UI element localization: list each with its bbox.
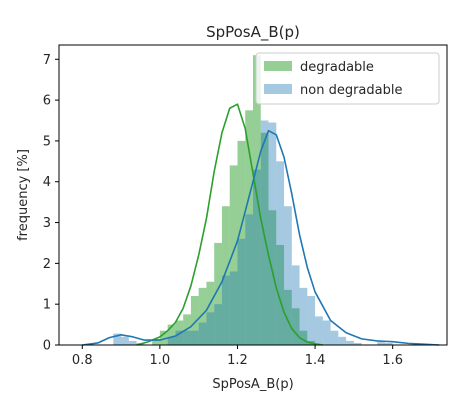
y-tick-label: 0 xyxy=(43,339,51,354)
kde-line-degradable xyxy=(136,103,323,346)
legend-swatch-non-degradable xyxy=(264,84,292,94)
bar-degradable-0 xyxy=(152,338,160,345)
bar-degradable-2 xyxy=(167,324,176,345)
bar-non-degradable-29 xyxy=(377,342,385,345)
bar-non-degradable-20 xyxy=(291,265,300,345)
bar-non-degradable-28 xyxy=(353,342,362,345)
bar-degradable-16 xyxy=(276,245,285,345)
bar-non-degradable-9 xyxy=(206,312,215,345)
x-tick-label: 1.0 xyxy=(150,353,171,368)
y-tick-label: 7 xyxy=(43,53,51,68)
bar-degradable-17 xyxy=(284,289,292,345)
y-axis-label: frequency [%] xyxy=(16,149,31,241)
bar-degradable-7 xyxy=(206,281,215,345)
bar-non-degradable-15 xyxy=(253,169,261,345)
x-tick-label: 0.8 xyxy=(72,353,93,368)
y-tick-label: 3 xyxy=(43,216,51,231)
bar-non-degradable-8 xyxy=(198,322,207,345)
kde-line-non-degradable xyxy=(82,129,440,346)
bar-non-degradable-22 xyxy=(307,296,316,345)
bar-non-degradable-24 xyxy=(322,320,331,345)
bar-non-degradable-7 xyxy=(190,330,199,345)
x-tick-label: 1.2 xyxy=(227,353,248,368)
bar-non-degradable-14 xyxy=(245,214,253,345)
bar-degradable-6 xyxy=(198,287,207,345)
bar-non-degradable-5 xyxy=(175,330,184,345)
bar-degradable-8 xyxy=(214,242,222,345)
y-tick-label: 5 xyxy=(43,134,51,149)
x-tick-label: 1.6 xyxy=(382,353,403,368)
bar-non-degradable-4 xyxy=(167,336,176,345)
bar-degradable-5 xyxy=(190,296,199,345)
bar-non-degradable-27 xyxy=(346,340,354,345)
bar-non-degradable-16 xyxy=(260,120,269,346)
bar-non-degradable-13 xyxy=(237,238,246,345)
legend-label-degradable: degradable xyxy=(300,60,374,75)
y-axis-ticks: 0 1 2 3 4 5 6 7 xyxy=(43,53,59,354)
y-tick-label: 1 xyxy=(43,298,51,313)
bar-non-degradable-23 xyxy=(315,316,323,345)
kde-curves xyxy=(82,103,440,346)
y-tick-label: 4 xyxy=(43,175,51,190)
legend-box xyxy=(255,52,440,105)
bar-non-degradable-11 xyxy=(221,275,230,345)
x-axis-label: SpPosA_B(p) xyxy=(212,377,293,392)
bar-degradable-15 xyxy=(268,210,277,345)
y-tick-label: 2 xyxy=(43,257,51,272)
x-axis-ticks: 0.8 1.0 1.2 1.4 1.6 xyxy=(72,345,403,368)
bar-non-degradable-25 xyxy=(330,330,339,345)
bar-non-degradable-0 xyxy=(113,333,122,345)
bar-degradable-12 xyxy=(245,110,253,345)
bar-degradable-10 xyxy=(229,165,238,345)
bar-non-degradable-1 xyxy=(121,336,129,345)
plot-frame xyxy=(58,44,448,346)
legend: degradable non degradable xyxy=(255,52,440,105)
bar-degradable-9 xyxy=(221,206,230,345)
legend-label-non-degradable: non degradable xyxy=(300,83,402,98)
bar-degradable-1 xyxy=(159,330,168,345)
x-tick-label: 1.4 xyxy=(305,353,326,368)
bar-non-degradable-2 xyxy=(128,340,137,345)
bar-non-degradable-19 xyxy=(284,206,292,345)
bar-degradable-19 xyxy=(299,330,308,345)
bar-degradable-18 xyxy=(291,308,300,345)
legend-swatch-degradable xyxy=(264,61,292,71)
chart-title: SpPosA_B(p) xyxy=(206,23,300,42)
bar-non-degradable-18 xyxy=(276,161,285,345)
bar-non-degradable-17 xyxy=(268,122,277,345)
bar-non-degradable-6 xyxy=(183,330,191,345)
bar-non-degradable-30 xyxy=(384,342,393,345)
y-tick-label: 6 xyxy=(43,94,51,109)
bar-non-degradable-10 xyxy=(214,304,222,345)
bar-non-degradable-12 xyxy=(229,271,238,345)
bar-degradable-11 xyxy=(237,140,246,345)
bar-non-degradable-26 xyxy=(338,336,347,345)
bar-non-degradable-21 xyxy=(299,287,308,345)
